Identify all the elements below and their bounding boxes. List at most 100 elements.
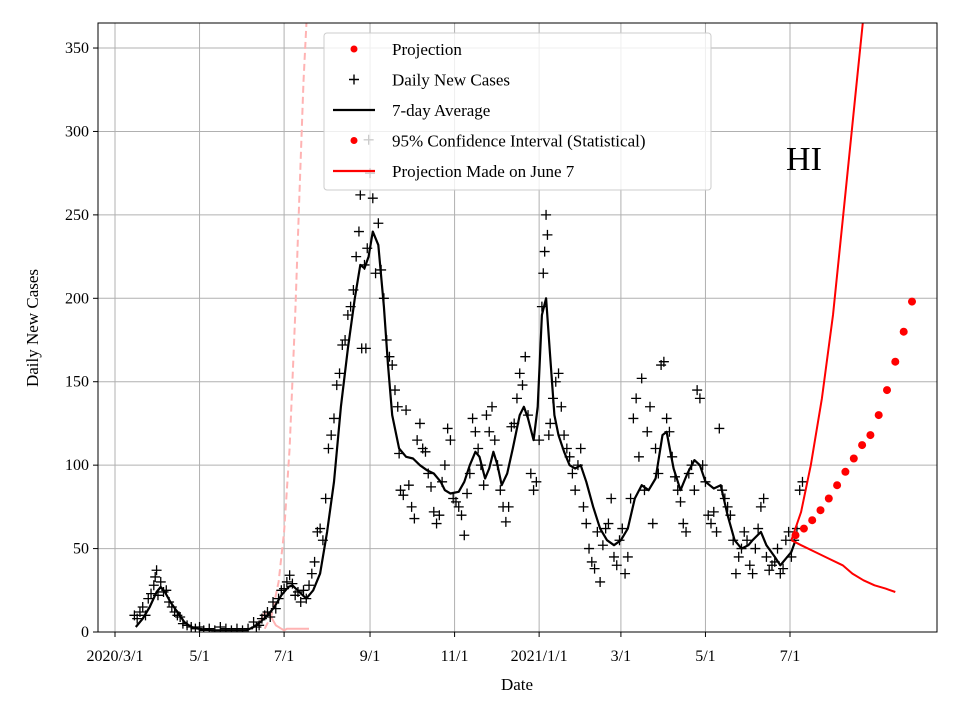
daily-case-marker xyxy=(578,501,589,512)
daily-case-marker xyxy=(772,543,783,554)
daily-case-marker xyxy=(134,606,145,617)
projection-point xyxy=(858,441,867,450)
daily-case-marker xyxy=(692,385,703,396)
y-tick-label: 200 xyxy=(65,290,89,307)
daily-case-marker xyxy=(541,209,552,220)
daily-case-marker xyxy=(534,435,545,446)
x-axis-label: Date xyxy=(501,675,533,694)
daily-case-marker xyxy=(489,435,500,446)
daily-case-marker xyxy=(742,535,753,546)
y-tick-label: 50 xyxy=(73,541,89,558)
projection-point xyxy=(883,386,891,395)
daily-case-marker xyxy=(542,229,553,240)
projection-point xyxy=(899,327,908,336)
daily-case-marker xyxy=(653,468,664,479)
daily-case-marker xyxy=(360,343,371,354)
plot-area xyxy=(129,23,916,632)
daily-case-marker xyxy=(326,430,337,441)
daily-case-marker xyxy=(370,268,381,279)
daily-case-marker xyxy=(500,516,511,527)
daily-case-marker xyxy=(431,518,442,529)
daily-case-marker xyxy=(453,501,464,512)
daily-case-marker xyxy=(628,413,639,424)
y-tick-label: 150 xyxy=(65,374,89,391)
daily-case-marker xyxy=(775,568,786,579)
axis-ticks: 0 50 100 150 200 250 300 350 2020/3/1 5/1 7/1 9/1 11… xyxy=(65,40,800,665)
daily-case-marker xyxy=(689,485,700,496)
daily-case-marker xyxy=(151,565,162,576)
daily-case-marker xyxy=(281,576,292,587)
projection-point xyxy=(891,357,900,366)
daily-case-marker xyxy=(392,401,403,412)
x-tick-label: 2020/3/1 xyxy=(87,648,144,665)
daily-case-marker xyxy=(495,485,506,496)
state-label: HI xyxy=(786,141,822,178)
daily-case-marker xyxy=(611,560,622,571)
daily-case-marker xyxy=(428,506,439,517)
daily-case-marker xyxy=(678,518,689,529)
legend-box xyxy=(323,32,712,191)
daily-case-marker xyxy=(323,443,334,454)
daily-case-marker xyxy=(342,309,353,320)
daily-case-marker xyxy=(694,393,705,404)
daily-case-marker xyxy=(137,601,148,612)
daily-case-marker xyxy=(442,423,453,434)
daily-case-marker xyxy=(705,518,716,529)
daily-case-marker xyxy=(384,351,395,362)
daily-case-marker xyxy=(334,368,345,379)
daily-case-marker xyxy=(353,226,364,237)
daily-case-marker xyxy=(681,526,692,537)
legend-label: 95% Confidence Interval (Statistical) xyxy=(392,132,646,151)
legend-label: Projection Made on June 7 xyxy=(392,162,575,181)
daily-case-marker xyxy=(470,426,481,437)
daily-case-marker xyxy=(750,543,761,554)
daily-case-marker xyxy=(412,435,423,446)
daily-case-marker xyxy=(420,446,431,457)
daily-case-marker xyxy=(355,189,366,200)
daily-case-marker xyxy=(306,568,317,579)
daily-case-marker xyxy=(556,401,567,412)
daily-case-marker xyxy=(675,496,686,507)
y-tick-label: 100 xyxy=(65,457,89,474)
daily-case-marker xyxy=(395,485,406,496)
x-tick-label: 5/1 xyxy=(695,648,715,665)
daily-case-marker xyxy=(758,493,769,504)
daily-case-marker xyxy=(456,510,467,521)
daily-case-marker xyxy=(642,426,653,437)
daily-case-marker xyxy=(620,568,631,579)
plot-frame xyxy=(97,22,938,633)
daily-case-marker xyxy=(744,560,755,571)
daily-case-marker xyxy=(389,385,400,396)
daily-case-marker xyxy=(739,526,750,537)
daily-case-marker xyxy=(320,493,331,504)
x-tick-label: 3/1 xyxy=(611,648,631,665)
projection-point xyxy=(849,454,858,463)
daily-case-marker xyxy=(514,368,525,379)
daily-case-marker xyxy=(631,393,642,404)
daily-case-marker xyxy=(367,193,378,204)
daily-case-marker xyxy=(295,596,306,607)
daily-case-marker xyxy=(132,613,143,624)
daily-case-marker xyxy=(581,518,592,529)
x-tick-label: 11/1 xyxy=(441,648,469,665)
daily-case-marker xyxy=(503,501,514,512)
daily-case-marker xyxy=(351,251,362,262)
projection-point xyxy=(908,297,916,306)
legend-plus-icon xyxy=(349,74,359,85)
y-axis-label: Daily New Cases xyxy=(23,269,42,387)
daily-case-marker xyxy=(287,578,298,589)
y-tick-label: 300 xyxy=(65,123,89,140)
daily-case-marker xyxy=(473,443,484,454)
legend: Projection Daily New Cases 7-day Average 95… xyxy=(323,32,712,191)
daily-case-marker xyxy=(487,401,498,412)
projection-point xyxy=(824,494,833,503)
daily-case-marker xyxy=(608,551,619,562)
daily-case-marker xyxy=(645,401,656,412)
daily-case-marker xyxy=(783,526,794,537)
daily-case-marker xyxy=(328,413,339,424)
x-tick-label: 2021/1/1 xyxy=(511,648,568,665)
daily-case-marker xyxy=(622,551,633,562)
daily-case-marker xyxy=(414,418,425,429)
daily-case-marker xyxy=(403,480,414,491)
x-tick-label: 7/1 xyxy=(780,648,800,665)
